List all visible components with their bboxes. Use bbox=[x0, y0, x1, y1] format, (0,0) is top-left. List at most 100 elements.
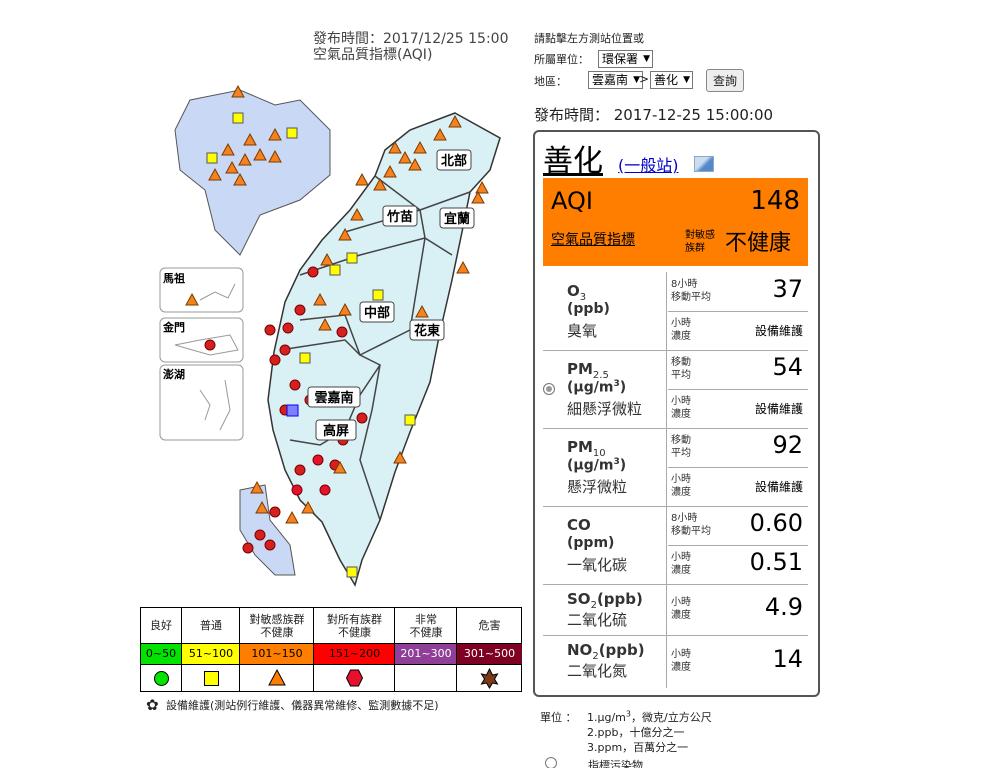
legend-level: 非常 bbox=[415, 612, 437, 626]
pollutant-unit: (μg/m3) bbox=[567, 457, 626, 474]
aqi-status: 不健康 bbox=[725, 231, 792, 256]
marker bbox=[338, 302, 352, 316]
symbol: CO bbox=[567, 516, 591, 534]
legend-radio bbox=[545, 757, 557, 768]
pollutant-symbol: NO2(ppb) bbox=[567, 641, 645, 662]
sub-line bbox=[668, 545, 808, 546]
aqi-group: 族群 bbox=[685, 243, 705, 254]
north-inset bbox=[174, 89, 331, 256]
marker bbox=[208, 167, 222, 181]
radio[interactable] bbox=[543, 383, 555, 395]
marker bbox=[291, 484, 303, 496]
legend-range: 51~100 bbox=[181, 644, 240, 665]
pollutant-symbol: O3 bbox=[567, 282, 586, 303]
symbol: SO bbox=[567, 590, 591, 608]
station-name: 善化 bbox=[543, 144, 603, 179]
reading-label: 平均 bbox=[671, 447, 691, 459]
aqi-box bbox=[543, 178, 808, 266]
selected-station bbox=[286, 404, 299, 417]
legend-head: 非常 不健康 bbox=[394, 608, 457, 644]
marker bbox=[475, 180, 489, 194]
hint: 請點擊左方測站位置或 bbox=[534, 32, 644, 45]
col-line bbox=[666, 272, 667, 350]
legend-level: 危害 bbox=[478, 619, 501, 632]
reading-label: 移動 bbox=[671, 434, 691, 446]
marker bbox=[204, 339, 216, 351]
reading-label: 濃度 bbox=[671, 661, 691, 673]
marker bbox=[279, 344, 291, 356]
sub-line bbox=[668, 389, 808, 390]
legend-range: 151~200 bbox=[313, 644, 395, 665]
marker bbox=[282, 322, 294, 334]
marker bbox=[448, 114, 462, 128]
marker bbox=[231, 84, 245, 98]
reading-label: 小時 bbox=[671, 473, 691, 485]
pollutant-unit: (ppb) bbox=[567, 301, 610, 317]
legend-icon bbox=[181, 665, 240, 691]
region-label: 雲嘉南 bbox=[314, 390, 353, 406]
unit: ) bbox=[619, 457, 627, 474]
marker bbox=[221, 142, 235, 156]
marker bbox=[185, 292, 199, 306]
region-box bbox=[409, 319, 445, 341]
marker bbox=[250, 480, 264, 494]
row-line bbox=[543, 635, 808, 636]
region-box bbox=[359, 301, 395, 323]
island-box bbox=[159, 267, 244, 313]
unit-note: 2.ppb，十億分之一 bbox=[587, 724, 684, 740]
symbol: NO bbox=[567, 641, 593, 659]
subscript: 2 bbox=[590, 600, 597, 611]
unit: (ppm) bbox=[567, 535, 615, 551]
kaohsiung-inset bbox=[239, 484, 296, 576]
reading-label: 小時 bbox=[671, 395, 691, 407]
maintenance-note: 設備維護(測站例行維護、儀器異常維修、監測數據不足) bbox=[166, 699, 439, 712]
marker bbox=[294, 304, 306, 316]
marker bbox=[319, 484, 331, 496]
aqi-value: 148 bbox=[750, 186, 800, 216]
area-select[interactable]: 雲嘉南 bbox=[588, 71, 644, 89]
aqi-link[interactable]: 空氣品質指標 bbox=[551, 232, 635, 248]
marker bbox=[413, 140, 427, 154]
station-select[interactable]: 善化 bbox=[650, 71, 694, 89]
unit-text: 3.ppm，百萬分之一 bbox=[587, 741, 689, 754]
superscript: 3 bbox=[625, 709, 631, 719]
taiwan-main bbox=[267, 112, 501, 587]
row-line bbox=[543, 350, 808, 351]
island-box bbox=[159, 364, 244, 441]
unit: (ppb) bbox=[598, 641, 645, 659]
pollutant-note: 指標污染物 bbox=[588, 759, 643, 768]
reading-value: 92 bbox=[772, 430, 803, 459]
region-box bbox=[382, 205, 418, 227]
region-label: 竹苗 bbox=[386, 209, 413, 225]
marker bbox=[264, 324, 276, 336]
marker bbox=[206, 152, 218, 164]
symbol: PM bbox=[567, 438, 593, 456]
sub-line bbox=[668, 311, 808, 312]
region-box bbox=[436, 149, 472, 171]
pollutant-unit: (ppm) bbox=[567, 535, 614, 551]
marker bbox=[268, 149, 282, 163]
region-box bbox=[315, 419, 357, 441]
pollutant-name: 細懸浮微粒 bbox=[567, 400, 643, 418]
marker bbox=[243, 132, 257, 146]
subscript: 2 bbox=[592, 651, 599, 662]
icon bbox=[345, 669, 364, 687]
unit: (μg/m bbox=[567, 457, 614, 474]
agency-select[interactable]: 環保署 bbox=[598, 50, 654, 68]
query-button[interactable]: 查詢 bbox=[706, 69, 745, 92]
icon bbox=[204, 671, 219, 686]
row-line bbox=[543, 428, 808, 429]
legend-range: 101~150 bbox=[239, 644, 314, 665]
legend-head: 普通 bbox=[181, 608, 240, 644]
island-label: 澎湖 bbox=[163, 367, 185, 381]
marker bbox=[346, 566, 358, 578]
chart-icon[interactable] bbox=[694, 156, 714, 172]
icon bbox=[154, 671, 169, 686]
station-type[interactable]: (一般站) bbox=[618, 156, 679, 175]
marker bbox=[313, 292, 327, 306]
region-label: 宜蘭 bbox=[444, 211, 470, 227]
reading-label: 移動平均 bbox=[671, 291, 711, 303]
legend-level: 對敏感族群 bbox=[249, 612, 305, 626]
pollutant-name: 臭氧 bbox=[567, 322, 598, 340]
